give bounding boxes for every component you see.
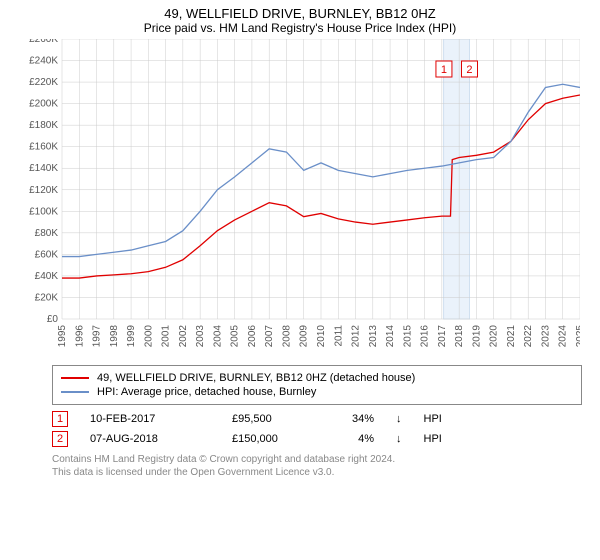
svg-text:£220K: £220K: [29, 77, 58, 88]
event-arrow-icon: ↓: [396, 413, 402, 425]
svg-text:1997: 1997: [92, 325, 103, 348]
svg-text:£40K: £40K: [35, 271, 59, 282]
svg-text:1995: 1995: [57, 325, 68, 348]
event-price: £150,000: [232, 433, 312, 445]
svg-text:2012: 2012: [351, 325, 362, 348]
svg-text:2010: 2010: [316, 325, 327, 348]
legend-row-hpi: HPI: Average price, detached house, Burn…: [61, 386, 573, 398]
svg-text:£160K: £160K: [29, 142, 58, 153]
event-row: 1 10-FEB-2017 £95,500 34% ↓ HPI: [52, 411, 590, 427]
svg-text:1: 1: [441, 64, 447, 76]
svg-text:£120K: £120K: [29, 185, 58, 196]
svg-text:2014: 2014: [385, 325, 396, 348]
svg-text:1999: 1999: [126, 325, 137, 348]
svg-text:2022: 2022: [523, 325, 534, 348]
footer-line2: This data is licensed under the Open Gov…: [52, 466, 590, 479]
svg-text:2024: 2024: [558, 325, 569, 348]
svg-text:2008: 2008: [281, 325, 292, 348]
svg-text:2005: 2005: [230, 325, 241, 348]
svg-text:2018: 2018: [454, 325, 465, 348]
svg-text:£180K: £180K: [29, 120, 58, 131]
svg-text:2017: 2017: [437, 325, 448, 348]
event-date: 10-FEB-2017: [90, 413, 210, 425]
svg-text:2004: 2004: [212, 325, 223, 348]
event-price: £95,500: [232, 413, 312, 425]
svg-text:£100K: £100K: [29, 206, 58, 217]
svg-text:2023: 2023: [540, 325, 551, 348]
legend-row-property: 49, WELLFIELD DRIVE, BURNLEY, BB12 0HZ (…: [61, 372, 573, 384]
svg-text:2: 2: [466, 64, 472, 76]
svg-text:2007: 2007: [264, 325, 275, 348]
chart-svg: £0 £20K £40K £60K £80K £100K £120K £140K £160K £1…: [20, 39, 580, 359]
svg-text:£260K: £260K: [29, 39, 58, 45]
svg-text:2019: 2019: [471, 325, 482, 348]
svg-text:2013: 2013: [368, 325, 379, 348]
chart-title: 49, WELLFIELD DRIVE, BURNLEY, BB12 0HZ: [10, 6, 590, 21]
legend-label-hpi: HPI: Average price, detached house, Burn…: [97, 386, 316, 398]
svg-text:2006: 2006: [247, 325, 258, 348]
legend-box: 49, WELLFIELD DRIVE, BURNLEY, BB12 0HZ (…: [52, 365, 582, 405]
svg-text:£80K: £80K: [35, 228, 59, 239]
event-row: 2 07-AUG-2018 £150,000 4% ↓ HPI: [52, 431, 590, 447]
event-indicator: HPI: [424, 413, 442, 425]
event-num: 2: [52, 431, 68, 447]
svg-text:£60K: £60K: [35, 249, 59, 260]
legend-label-property: 49, WELLFIELD DRIVE, BURNLEY, BB12 0HZ (…: [97, 372, 415, 384]
svg-text:1996: 1996: [74, 325, 85, 348]
footer: Contains HM Land Registry data © Crown c…: [52, 453, 590, 479]
legend-swatch-hpi: [61, 391, 89, 393]
svg-text:£0: £0: [47, 314, 59, 325]
svg-text:2020: 2020: [489, 325, 500, 348]
footer-line1: Contains HM Land Registry data © Crown c…: [52, 453, 590, 466]
event-arrow-icon: ↓: [396, 433, 402, 445]
event-pct: 4%: [334, 433, 374, 445]
svg-text:2003: 2003: [195, 325, 206, 348]
event-indicator: HPI: [424, 433, 442, 445]
svg-text:£140K: £140K: [29, 163, 58, 174]
events-table: 1 10-FEB-2017 £95,500 34% ↓ HPI 2 07-AUG-2018 £1…: [52, 411, 590, 447]
svg-text:£240K: £240K: [29, 56, 58, 67]
svg-text:2011: 2011: [333, 325, 344, 347]
svg-text:2016: 2016: [420, 325, 431, 348]
svg-text:2021: 2021: [506, 325, 517, 348]
chart-subtitle: Price paid vs. HM Land Registry's House …: [10, 21, 590, 35]
svg-text:2001: 2001: [161, 325, 172, 348]
event-date: 07-AUG-2018: [90, 433, 210, 445]
svg-text:2025: 2025: [575, 325, 580, 348]
svg-text:2002: 2002: [178, 325, 189, 348]
svg-text:2009: 2009: [299, 325, 310, 348]
legend-swatch-property: [61, 377, 89, 379]
svg-text:£200K: £200K: [29, 99, 58, 110]
svg-text:2015: 2015: [402, 325, 413, 348]
event-num: 1: [52, 411, 68, 427]
event-pct: 34%: [334, 413, 374, 425]
svg-text:2000: 2000: [143, 325, 154, 348]
svg-text:£20K: £20K: [35, 292, 59, 303]
chart: £0 £20K £40K £60K £80K £100K £120K £140K £160K £1…: [20, 39, 580, 359]
svg-text:1998: 1998: [109, 325, 120, 348]
